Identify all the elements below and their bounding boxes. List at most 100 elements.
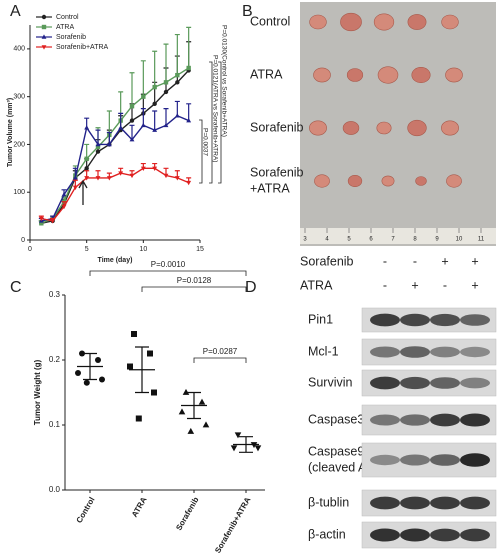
photo-row-label: +ATRA — [250, 181, 290, 195]
blot-band — [460, 346, 490, 358]
error-bar — [152, 50, 158, 88]
error-bar — [140, 60, 146, 97]
panel-label: C — [10, 279, 22, 296]
ruler-number: 4 — [325, 237, 329, 243]
marker — [84, 125, 90, 130]
y-tick-label: 0.0 — [49, 485, 61, 494]
blot-band — [460, 413, 490, 427]
marker — [182, 388, 190, 395]
blot-band — [400, 313, 430, 327]
treatment-sign: - — [383, 278, 387, 292]
annotation: P=0.0010 — [151, 260, 186, 269]
marker — [202, 421, 210, 428]
ruler-number: 7 — [391, 237, 395, 243]
marker — [95, 357, 101, 363]
error-bar — [186, 26, 192, 68]
error-bar — [186, 103, 192, 121]
marker — [129, 104, 135, 109]
blot-band — [430, 413, 460, 427]
treatment-sign: - — [383, 254, 387, 268]
legend-label: Control — [56, 14, 79, 21]
marker — [234, 432, 242, 439]
marker — [187, 427, 195, 434]
blot-band — [460, 453, 490, 467]
marker — [129, 137, 135, 142]
photo-label-area — [240, 2, 300, 246]
treatment-sign: - — [443, 278, 447, 292]
tumor — [407, 14, 427, 30]
marker — [41, 45, 47, 50]
tumor — [346, 68, 364, 82]
blot-band — [400, 346, 430, 358]
x-tick-label: Sorafenib — [174, 495, 200, 532]
error-bar — [106, 110, 112, 135]
marker — [127, 363, 133, 370]
marker — [38, 216, 44, 222]
error-bar — [187, 391, 201, 420]
marker — [186, 117, 192, 123]
marker — [198, 398, 206, 405]
marker — [151, 389, 157, 396]
blot-band — [400, 496, 430, 510]
x-tick-label: 10 — [139, 246, 147, 253]
marker — [118, 125, 124, 130]
tumor — [309, 14, 327, 30]
marker — [95, 141, 101, 147]
marker — [175, 72, 180, 78]
marker — [163, 89, 169, 95]
annotation: P=0.0128 — [177, 276, 212, 285]
marker — [84, 166, 89, 171]
error-bar — [152, 110, 158, 131]
bracket — [193, 357, 247, 363]
treatment-sign: + — [411, 278, 418, 292]
x-tick-label: 15 — [196, 246, 204, 253]
x-tick-label: Sorafenib+ATRA — [213, 495, 253, 554]
x-tick-label: ATRA — [130, 495, 149, 518]
marker — [106, 176, 112, 181]
treatment-label: Sorafenib — [300, 254, 354, 268]
tumor — [415, 176, 427, 186]
treatment-sign: - — [413, 254, 417, 268]
tumor — [309, 120, 327, 136]
error-bar — [140, 108, 146, 126]
legend-label: Sorafenib — [56, 34, 86, 41]
marker — [140, 166, 146, 171]
panel-label: D — [245, 279, 257, 296]
treatment-sign: + — [471, 278, 478, 292]
tumor — [347, 175, 363, 188]
y-tick-label: 0.1 — [49, 420, 61, 429]
marker — [95, 176, 101, 181]
blot-band — [430, 496, 460, 510]
tumor — [446, 174, 462, 188]
marker — [175, 80, 180, 85]
ruler-number: 6 — [369, 237, 373, 243]
marker — [140, 122, 146, 128]
tumor — [411, 67, 431, 84]
panel-label: B — [242, 3, 253, 20]
marker — [41, 24, 47, 30]
y-tick-label: 100 — [13, 189, 25, 196]
error-bar — [84, 143, 90, 159]
tumor — [314, 174, 330, 188]
ruler-number: 9 — [435, 237, 439, 243]
marker — [61, 204, 67, 210]
ruler-number: 8 — [413, 237, 417, 243]
marker — [72, 175, 78, 180]
blot-band — [430, 346, 460, 358]
tumor — [340, 12, 362, 32]
blot-band — [460, 496, 490, 510]
blot-band — [400, 528, 430, 542]
blot-band — [430, 313, 460, 327]
error-bar — [135, 346, 149, 394]
tumor — [445, 67, 463, 83]
bracket — [141, 286, 247, 292]
marker — [79, 350, 85, 357]
bracket — [199, 119, 203, 184]
tumor — [376, 121, 392, 135]
x-tick-label: Control — [75, 496, 97, 525]
y-tick-label: 300 — [13, 94, 25, 101]
error-bar — [163, 43, 169, 83]
treatment-sign: + — [471, 254, 478, 268]
x-tick-label: 0 — [28, 246, 32, 253]
y-tick-label: 0.3 — [49, 290, 61, 299]
